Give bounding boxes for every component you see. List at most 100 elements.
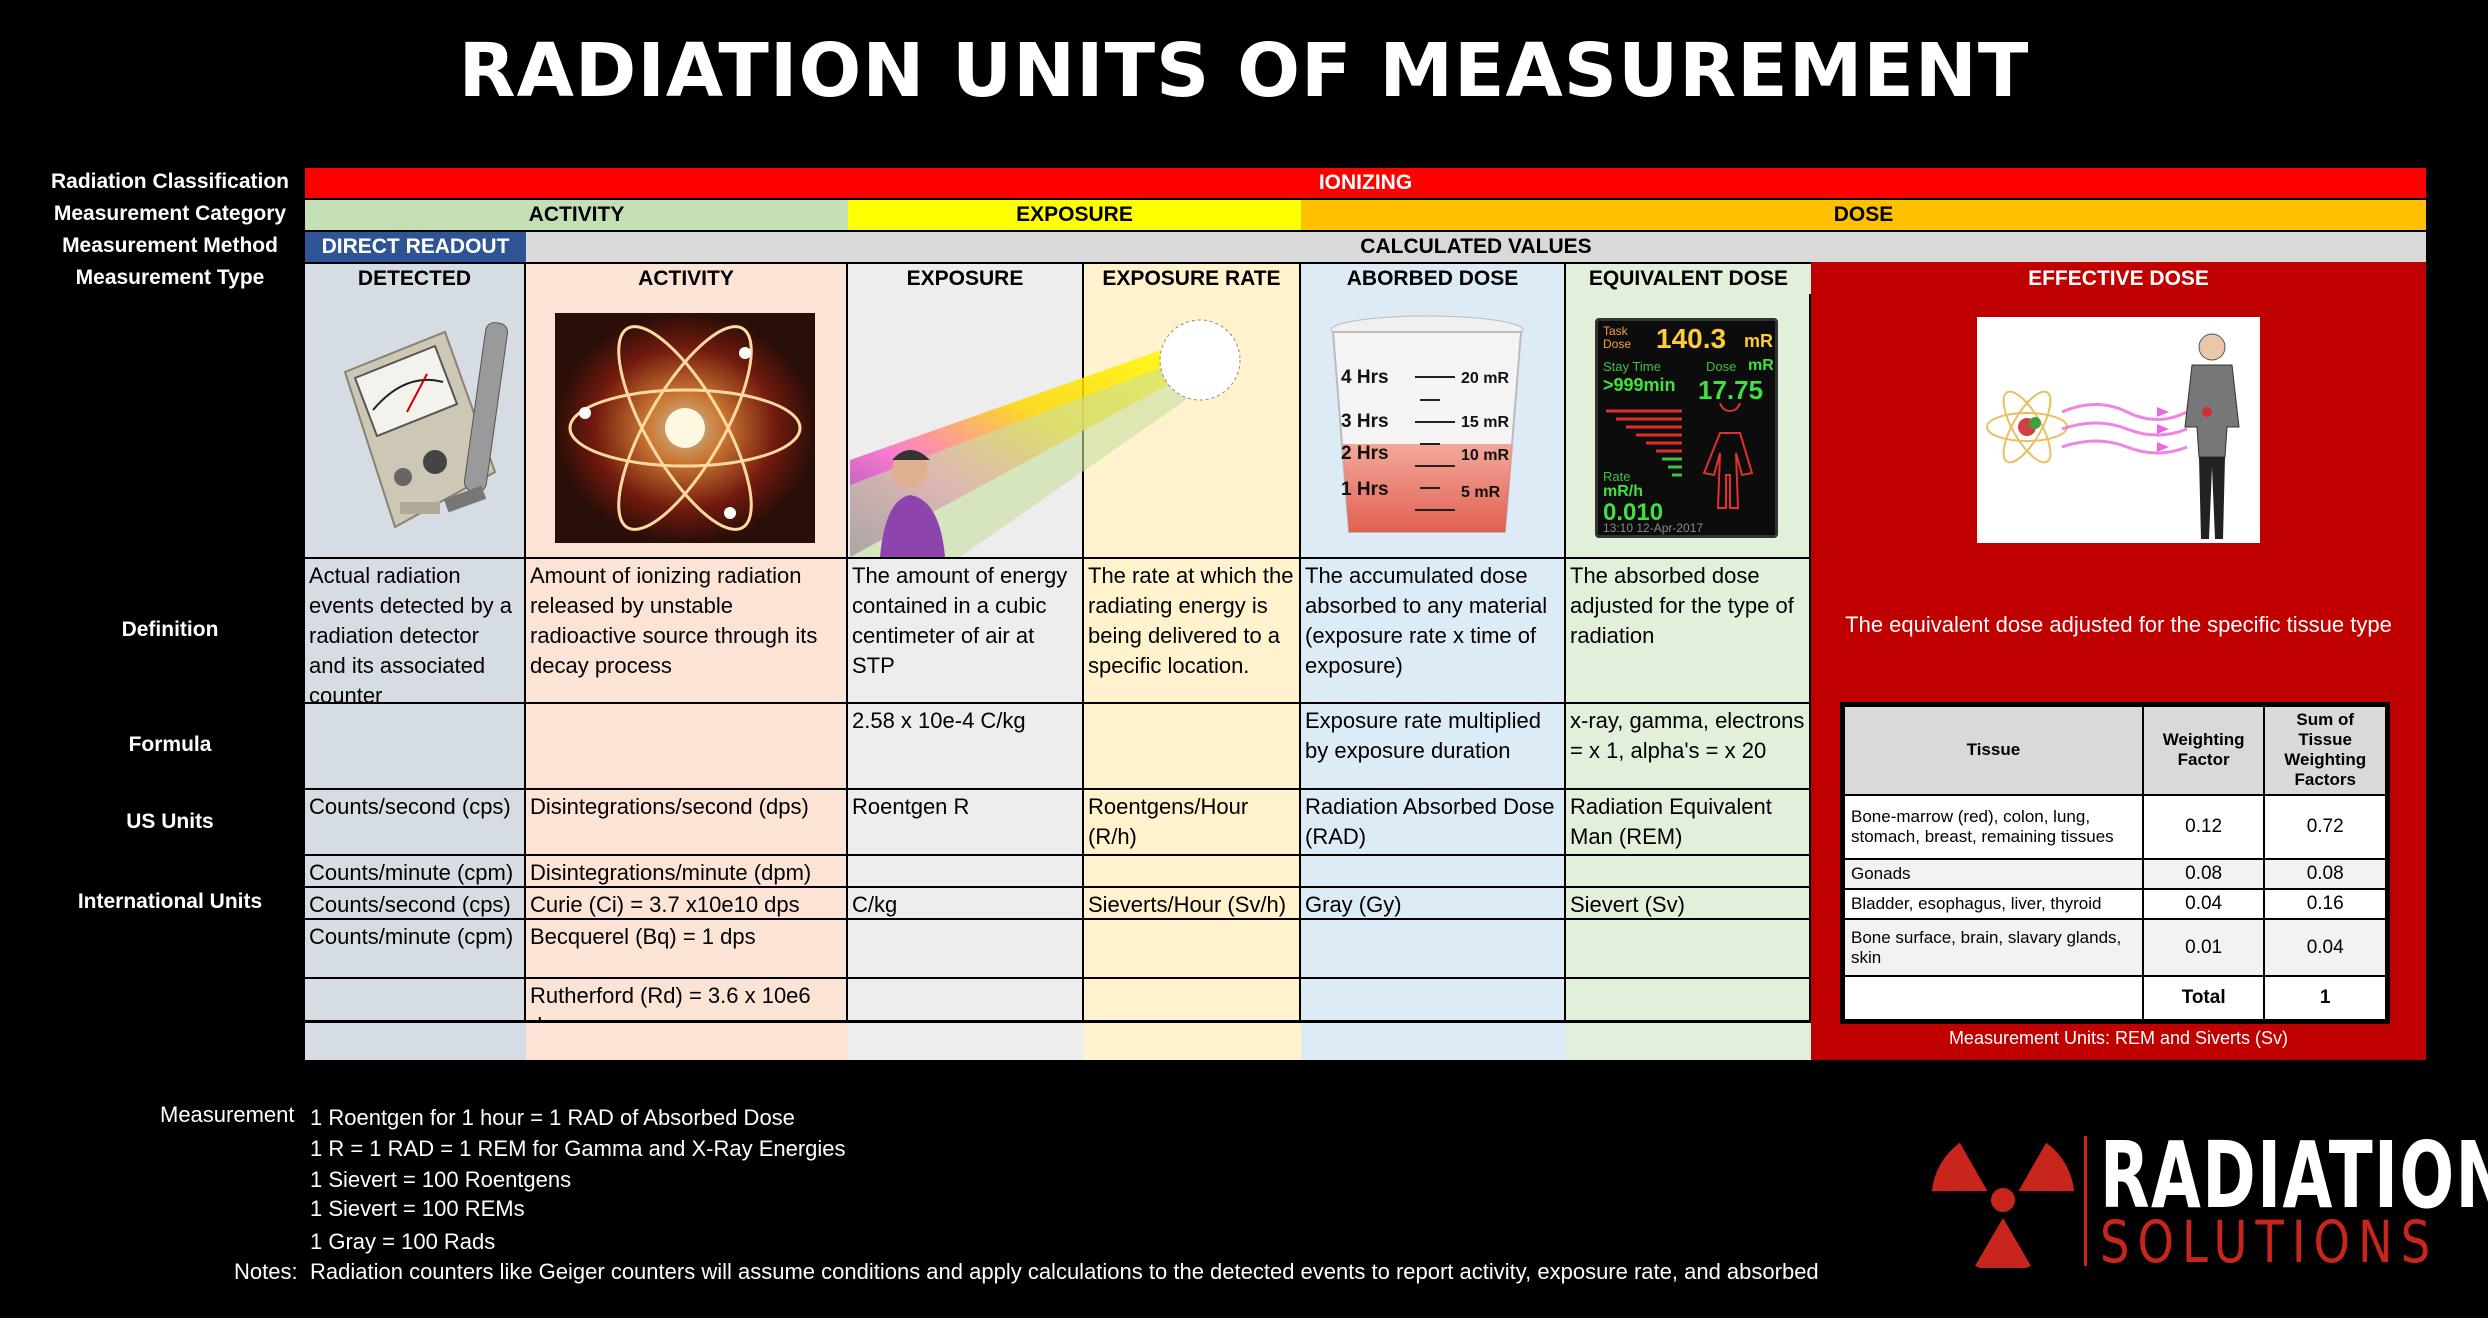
definition-effective: The equivalent dose adjusted for the spe… (1845, 612, 2392, 637)
row-label-formula: Formula (128, 733, 212, 756)
grid-line (846, 294, 848, 1022)
row-label-method: Measurement Method (62, 234, 278, 257)
dosimeter-display-image: Task Dose 140.3 mR Stay Time >999min Dos… (1595, 318, 1778, 538)
grid-line (305, 702, 1811, 704)
grid-line (305, 1020, 1811, 1023)
table-cell: Gonads (1843, 857, 2144, 891)
atom-image (555, 313, 815, 543)
dosimeter-stay-value: >999min (1603, 375, 1676, 395)
grid-line (305, 977, 1811, 979)
measurement-line: 1 Sievert = 100 REMs (310, 1196, 525, 1221)
intl-unit-activity: Curie (Ci) = 3.7 x10e10 dps (530, 892, 800, 917)
grid-line (1082, 294, 1084, 1022)
measurement-line: 1 R = 1 RAD = 1 REM for Gamma and X-Ray … (310, 1136, 846, 1161)
intl-unit-becquerel: Becquerel (Bq) = 1 dps (530, 924, 756, 949)
table-total-label: Total (2141, 974, 2266, 1022)
effective-dose-image (1977, 317, 2260, 543)
type-effective-header: EFFECTIVE DOSE (2028, 267, 2209, 290)
category-dose-header: DOSE (1301, 200, 2426, 230)
table-cell: 0.72 (2263, 793, 2387, 860)
intl-unit-equivalent: Sievert (Sv) (1570, 892, 1685, 917)
type-detected-header: DETECTED (305, 264, 526, 294)
beaker-label-20mr: 20 mR (1461, 370, 1510, 387)
dosimeter-task-value: 140.3 (1656, 323, 1727, 354)
beaker-label-5mr: 5 mR (1461, 484, 1501, 501)
formula-absorbed: Exposure rate multiplied by exposure dur… (1305, 708, 1542, 763)
intl-unit-rutherford: Rutherford (Rd) = 3.6 x 10e6 dps (530, 983, 811, 1020)
notes-label: Notes: (234, 1259, 298, 1284)
row-label-type: Measurement Type (75, 266, 265, 289)
classification-header: IONIZING (305, 168, 2426, 198)
beaker-label-3hrs: 3 Hrs (1341, 411, 1389, 432)
tissue-weighting-table: Tissue Weighting Factor Sum of Tissue We… (1840, 702, 2390, 1024)
us-unit-detected: Counts/second (cps) (309, 794, 511, 819)
intl-unit-detected: Counts/second (cps) (309, 892, 511, 917)
table-header-sum-factors: Sum of Tissue Weighting Factors (2263, 705, 2387, 796)
logo-line1: RADIATION (2100, 1122, 2488, 1229)
logo-divider (2084, 1136, 2087, 1266)
table-cell: 0.12 (2141, 793, 2266, 860)
beaker-label-10mr: 10 mR (1461, 447, 1510, 464)
grid-line (1299, 294, 1301, 1022)
table-cell: 0.04 (2141, 888, 2266, 921)
table-cell: Bone-marrow (red), colon, lung, stomach,… (1843, 793, 2144, 860)
intl-unit-absorbed: Gray (Gy) (1305, 892, 1402, 917)
dosimeter-task-unit: mR (1744, 331, 1774, 351)
exposure-beam-image (850, 310, 1300, 557)
table-cell: 0.16 (2263, 888, 2387, 921)
measurement-line: 1 Roentgen for 1 hour = 1 RAD of Absorbe… (310, 1105, 795, 1130)
us-unit-activity: Disintegrations/second (dps) (530, 794, 809, 819)
measurement-line: 1 Gray = 100 Rads (310, 1229, 496, 1254)
definition-detected: Actual radiation events detected by a ra… (309, 563, 513, 702)
table-cell: 0.08 (2263, 857, 2387, 891)
row-label-intl-units: International Units (77, 890, 263, 913)
table-cell: 0.08 (2141, 857, 2266, 891)
dosimeter-rate-unit: mR/h (1603, 483, 1643, 500)
beaker-label-1hrs: 1 Hrs (1341, 479, 1389, 500)
intl-unit-exposure-rate: Sieverts/Hour (Sv/h) (1088, 892, 1287, 917)
formula-exposure: 2.58 x 10e-4 C/kg (852, 708, 1026, 733)
beaker-label-15mr: 15 mR (1461, 414, 1510, 431)
intl-unit-exposure: C/kg (852, 892, 898, 917)
table-header-tissue: Tissue (1843, 705, 2144, 796)
dosimeter-dose-label: Dose (1706, 359, 1737, 374)
beaker-image: 4 Hrs 3 Hrs 2 Hrs 1 Hrs 20 mR 15 mR 10 m… (1325, 312, 1530, 544)
definition-equivalent: The absorbed dose adjusted for the type … (1570, 563, 1794, 648)
beaker-label-4hrs: 4 Hrs (1341, 367, 1389, 388)
notes-text: Radiation counters like Geiger counters … (310, 1259, 1819, 1284)
category-exposure-header: EXPOSURE (848, 200, 1301, 230)
measurement-label: Measurement (160, 1102, 295, 1127)
type-exposure-rate-header: EXPOSURE RATE (1084, 264, 1301, 294)
definition-absorbed: The accumulated dose absorbed to any mat… (1305, 563, 1548, 678)
type-equivalent-header: EQUIVALENT DOSE (1566, 264, 1811, 294)
dosimeter-timestamp: 13:10 12-Apr-2017 (1603, 521, 1704, 535)
dosimeter-chart-icon (1606, 403, 1754, 509)
definition-activity: Amount of ionizing radiation released by… (530, 563, 818, 678)
row-label-definition: Definition (121, 618, 219, 641)
type-exposure-header: EXPOSURE (848, 264, 1084, 294)
page-title: RADIATION UNITS OF MEASUREMENT (458, 28, 2030, 114)
table-cell: Bone surface, brain, slavary glands, ski… (1843, 918, 2144, 977)
intl-unit-detected-minute: Counts/minute (cpm) (309, 924, 514, 949)
row-label-us-units: US Units (126, 810, 214, 833)
table-cell (1843, 974, 2144, 1022)
row-label-classification: Radiation Classification (50, 170, 290, 193)
category-activity-header: ACTIVITY (305, 200, 848, 230)
us-unit-detected-minute: Counts/minute (cpm) (309, 860, 514, 885)
beaker-label-2hrs: 2 Hrs (1341, 443, 1389, 464)
row-label-category: Measurement Category (53, 202, 287, 225)
method-direct-header: DIRECT READOUT (305, 232, 526, 262)
dosimeter-task-label: Task Dose (1603, 324, 1632, 351)
grid-line (1809, 294, 1811, 1022)
grid-line (305, 788, 1811, 790)
definition-exposure-rate: The rate at which the radiating energy i… (1088, 563, 1294, 678)
geiger-counter-image (325, 312, 515, 544)
grid-line (305, 886, 1811, 888)
table-cell: 0.04 (2263, 918, 2387, 977)
grid-line (524, 294, 526, 1022)
us-unit-exposure: Roentgen R (852, 794, 970, 819)
logo-line2: SOLUTIONS (2100, 1208, 2439, 1276)
table-header-weighting-factor: Weighting Factor (2141, 705, 2266, 796)
method-calculated-header: CALCULATED VALUES (526, 232, 2426, 262)
effective-units-caption: Measurement Units: REM and Siverts (Sv) (1948, 1028, 2289, 1048)
